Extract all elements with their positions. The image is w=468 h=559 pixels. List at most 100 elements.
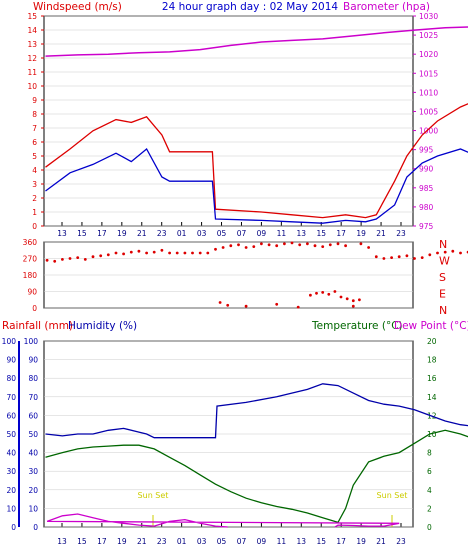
- baro-axis-label: 990: [419, 165, 434, 174]
- humidity-axis-label: 90: [28, 356, 38, 365]
- direction-point: [344, 244, 347, 247]
- rainfall-axis-label: 10: [6, 504, 16, 513]
- hour-tick-label: 03: [197, 537, 207, 546]
- direction-point: [53, 260, 56, 263]
- temperature-axis-label: 20: [427, 337, 437, 346]
- hour-tick-label: 19: [117, 537, 127, 546]
- hour-tick-label: 23: [157, 229, 167, 238]
- direction-point: [298, 243, 301, 246]
- hour-tick-label: 15: [316, 537, 326, 546]
- baro-axis-label: 1000: [419, 127, 438, 136]
- baro-axis-label: 1005: [419, 107, 438, 116]
- hour-tick-label: 09: [257, 229, 267, 238]
- hour-tick-label: 01: [177, 537, 187, 546]
- wind-axis-label: 14: [27, 26, 37, 35]
- hour-tick-label: 23: [396, 229, 406, 238]
- hour-tick-label: 13: [57, 229, 67, 238]
- baro-axis-label: 985: [419, 184, 434, 193]
- direction-point: [226, 304, 229, 307]
- baro-axis-label: 995: [419, 146, 434, 155]
- hour-tick-label: 15: [77, 229, 87, 238]
- baro-axis-label: 1030: [419, 12, 438, 21]
- temperature-axis-label: 6: [427, 467, 432, 476]
- hour-tick-label: 23: [157, 537, 167, 546]
- compass-label-n: N: [439, 304, 447, 317]
- hour-tick-label: 19: [117, 229, 127, 238]
- direction-point: [291, 242, 294, 245]
- humidity-axis-label: 0: [33, 523, 38, 532]
- sunset-label-2: Sun Set: [377, 491, 408, 500]
- direction-point: [337, 242, 340, 245]
- rainfall-axis-label: 40: [6, 449, 16, 458]
- direction-point: [315, 292, 318, 295]
- wind-axis-label: 11: [27, 68, 37, 77]
- temperature-title: Temperature (°C): [311, 320, 403, 332]
- compass-label-w: W: [439, 255, 450, 268]
- barometer-title: Barometer (hpa): [343, 1, 430, 13]
- direction-point: [390, 256, 393, 259]
- direction-point: [115, 252, 118, 255]
- barometer-line: [46, 20, 468, 56]
- hour-tick-label: 21: [376, 537, 386, 546]
- wind-axis-label: 15: [27, 12, 37, 21]
- direction-point: [107, 253, 110, 256]
- rainfall-axis-label: 30: [6, 467, 16, 476]
- wind-axis-label: 2: [32, 194, 37, 203]
- hour-tick-label: 13: [57, 537, 67, 546]
- direction-point: [306, 242, 309, 245]
- direction-point: [383, 257, 386, 260]
- hour-tick-label: 07: [237, 229, 247, 238]
- baro-axis-label: 975: [419, 222, 434, 231]
- temperature-axis-label: 16: [427, 374, 437, 383]
- humidity-axis-label: 30: [28, 467, 38, 476]
- direction-point: [375, 255, 378, 258]
- direction-point: [360, 242, 363, 245]
- direction-point: [69, 257, 72, 260]
- direction-point: [340, 296, 343, 299]
- direction-point: [229, 244, 232, 247]
- direction-point: [252, 245, 255, 248]
- wind-axis-label: 5: [32, 152, 37, 161]
- windspeed-title: Windspeed (m/s): [33, 1, 122, 13]
- direction-point: [283, 242, 286, 245]
- hour-tick-label: 17: [336, 537, 346, 546]
- baro-axis-label: 1025: [419, 31, 438, 40]
- temperature-axis-label: 8: [427, 449, 432, 458]
- direction-point: [206, 252, 209, 255]
- wind-axis-label: 6: [32, 138, 37, 147]
- direction-point: [84, 258, 87, 261]
- temperature-axis-label: 4: [427, 486, 432, 495]
- direction-point: [346, 297, 349, 300]
- direction-axis-label: 270: [23, 255, 38, 264]
- direction-point: [321, 245, 324, 248]
- hour-tick-label: 15: [77, 537, 87, 546]
- compass-label-n: N: [439, 238, 447, 251]
- direction-point: [161, 249, 164, 252]
- humidity-axis-label: 60: [28, 411, 38, 420]
- humidity-title: Humidity (%): [68, 320, 137, 332]
- hour-tick-label: 17: [97, 229, 107, 238]
- direction-point: [413, 257, 416, 260]
- wind-axis-label: 8: [32, 110, 37, 119]
- wind-axis-label: 1: [32, 208, 37, 217]
- direction-point: [275, 303, 278, 306]
- direction-point: [352, 299, 355, 302]
- hour-tick-label: 15: [316, 229, 326, 238]
- hour-tick-label: 21: [137, 537, 147, 546]
- humidity-axis-label: 40: [28, 449, 38, 458]
- direction-point: [219, 301, 222, 304]
- direction-point: [168, 252, 171, 255]
- direction-point: [327, 293, 330, 296]
- humidity-axis-label: 50: [28, 430, 38, 439]
- hour-tick-label: 03: [197, 229, 207, 238]
- direction-axis-label: 90: [27, 288, 37, 297]
- direction-point: [309, 294, 312, 297]
- direction-point: [329, 243, 332, 246]
- direction-axis-label: 360: [23, 238, 38, 247]
- direction-point: [184, 252, 187, 255]
- direction-point: [176, 252, 179, 255]
- hour-tick-label: 11: [277, 537, 287, 546]
- direction-point: [367, 246, 370, 249]
- hour-tick-label: 21: [137, 229, 147, 238]
